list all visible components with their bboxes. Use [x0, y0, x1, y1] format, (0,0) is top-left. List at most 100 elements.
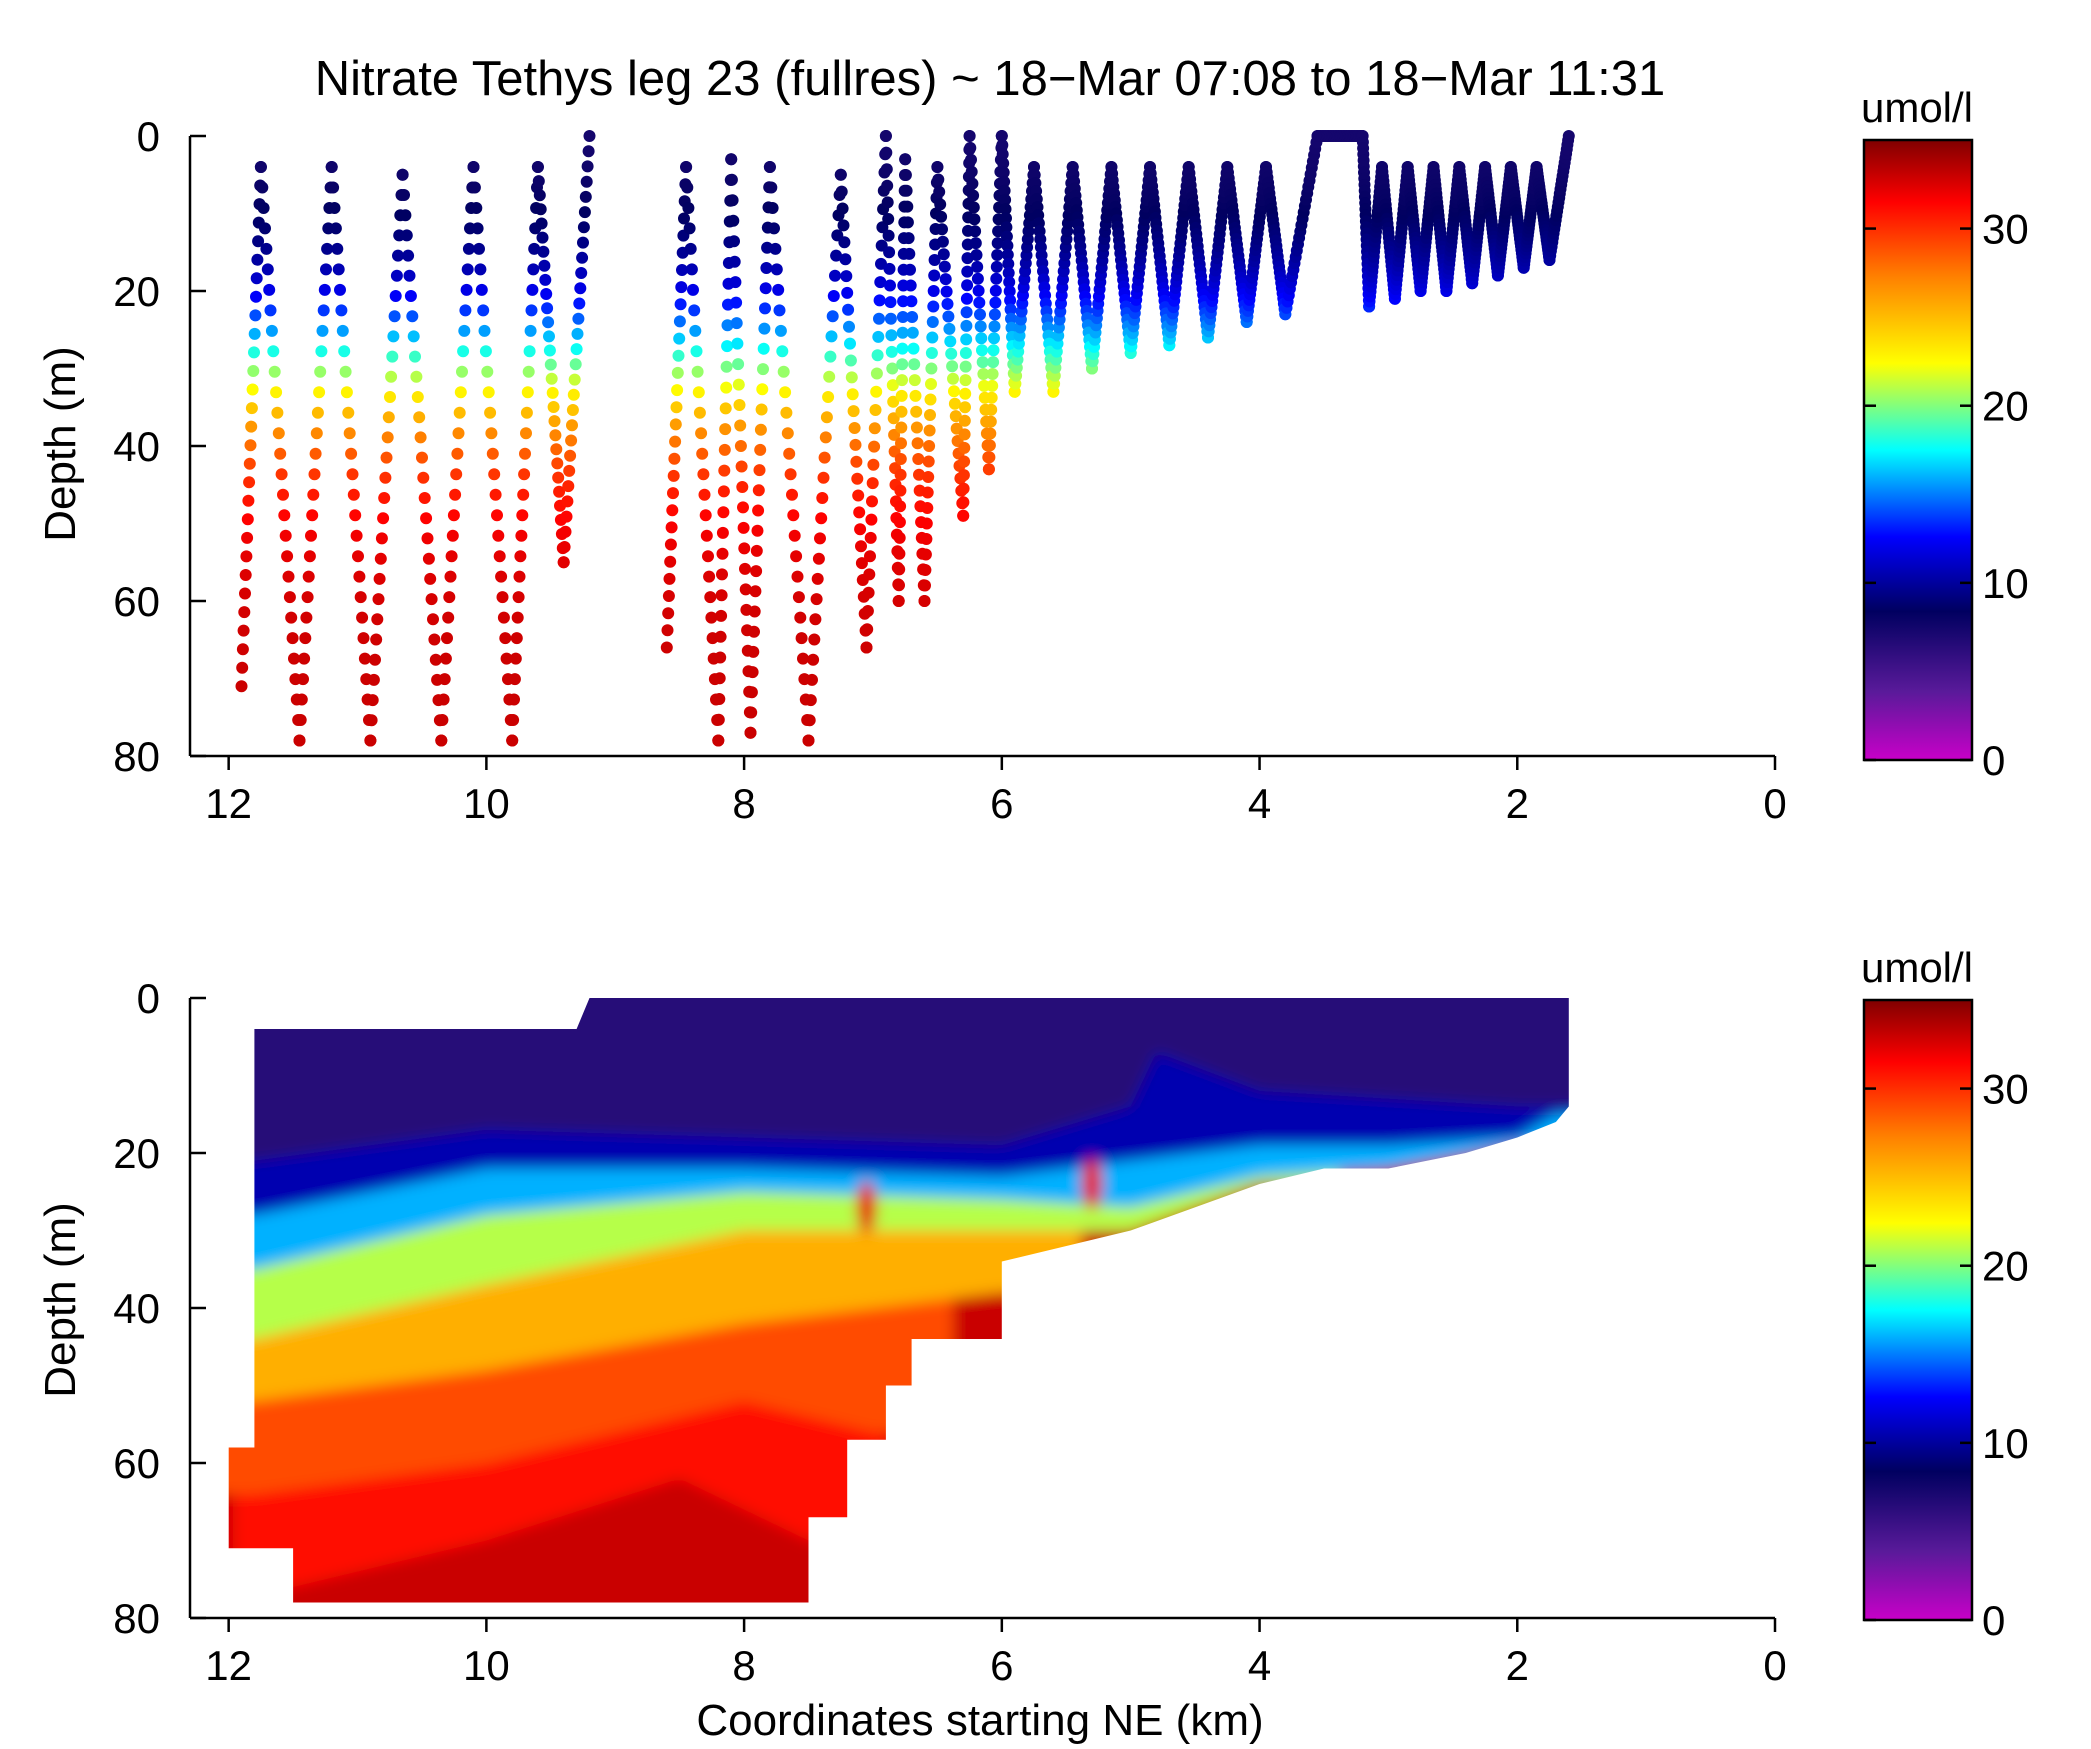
top-scatter-point — [1004, 303, 1017, 316]
top-scatter-point — [908, 358, 921, 371]
top-scatter-point — [531, 161, 544, 173]
top-scatter-point — [520, 427, 532, 440]
top-scatter-point — [411, 391, 424, 403]
top-scatter-point — [922, 471, 935, 483]
top-scatter-point — [791, 570, 804, 583]
top-scatter-point — [457, 345, 470, 358]
top-scatter-point — [705, 611, 718, 624]
bottom-colorbar-label: umol/l — [1861, 944, 1973, 991]
top-scatter-point — [688, 304, 701, 317]
top-scatter-point — [757, 342, 770, 355]
top-scatter-point — [299, 632, 312, 645]
top-scatter-point — [1002, 257, 1015, 270]
top-scatter-point — [477, 304, 490, 317]
top-scatter-point — [886, 379, 899, 392]
top-scatter-point — [544, 358, 557, 371]
top-scatter-point — [572, 312, 585, 325]
top-scatter-point — [259, 222, 271, 235]
top-scatter-point — [866, 495, 878, 508]
top-scatter-point — [714, 651, 727, 664]
top-scatter-point — [849, 438, 862, 451]
top-scatter-point — [926, 316, 939, 328]
top-scatter-point — [926, 331, 939, 344]
top-scatter-point — [965, 153, 977, 166]
top-scatter-point — [732, 358, 745, 371]
top-scatter-point — [436, 714, 449, 726]
top-scatter-point — [369, 653, 381, 666]
top-scatter-point — [841, 286, 854, 299]
top-scatter-point — [957, 469, 970, 482]
top-scatter-point — [844, 354, 857, 367]
top-scatter-point — [264, 304, 277, 317]
top-scatter-point — [730, 317, 743, 330]
top-scatter-point — [919, 548, 932, 561]
top-scatter-point — [797, 652, 809, 665]
top-scatter-point — [257, 202, 270, 214]
top-scatter-point — [758, 322, 771, 335]
top-scatter-point — [763, 161, 776, 173]
top-scatter-point — [922, 455, 935, 468]
top-scatter-point — [974, 320, 987, 333]
top-scatter-point — [959, 360, 972, 373]
top-scatter-point — [860, 641, 873, 654]
top-scatter-point — [745, 706, 758, 719]
top-scatter-point — [489, 488, 502, 501]
top-scatter-point — [437, 693, 450, 706]
top-scatter-point — [918, 595, 931, 607]
top-scatter-point — [668, 452, 681, 465]
top-scatter-point — [357, 632, 370, 645]
top-scatter-point — [548, 415, 561, 428]
top-scatter-point — [781, 427, 794, 440]
top-scatter-point — [1004, 294, 1017, 307]
top-scatter-point — [839, 253, 852, 266]
top-scatter-point — [738, 542, 751, 555]
top-scatter-point — [308, 468, 321, 481]
top-scatter-point — [759, 302, 771, 315]
top-scatter-point — [571, 327, 584, 340]
top-scatter-point — [583, 130, 596, 142]
top-scatter-point — [265, 324, 278, 337]
top-scatter-point — [320, 263, 332, 276]
top-scatter-point — [848, 422, 861, 434]
top-scatter-point — [768, 222, 780, 235]
top-scatter-point — [346, 468, 359, 481]
top-scatter-point — [879, 130, 892, 142]
top-scatter-point — [343, 427, 356, 440]
top-scatter-point — [907, 342, 920, 355]
top-scatter-point — [293, 734, 306, 747]
top-scatter-point — [580, 175, 593, 188]
top-scatter-point — [960, 319, 973, 332]
top-scatter-point — [811, 572, 824, 585]
top-scatter-point — [358, 652, 371, 665]
top-scatter-point — [899, 169, 912, 181]
top-scatter-point — [830, 249, 843, 262]
top-scatter-point — [912, 453, 925, 465]
top-scatter-point — [931, 161, 944, 173]
top-scatter-point — [900, 184, 913, 197]
top-scatter-point — [521, 386, 534, 399]
top-scatter-point — [995, 130, 1008, 142]
top-scatter-point — [923, 440, 936, 452]
top-scatter-point — [735, 460, 748, 473]
top-scatter-point — [404, 290, 417, 302]
top-scatter-point — [513, 570, 526, 583]
top-scatter-point — [1003, 276, 1016, 289]
top-scatter-point — [937, 248, 950, 261]
top-colorbar-tick-label: 0 — [1982, 737, 2005, 784]
top-scatter-point — [855, 557, 868, 570]
top-scatter-point — [687, 283, 699, 296]
top-scatter-point — [923, 424, 936, 437]
top-scatter-point — [447, 509, 460, 522]
top-scatter-point — [528, 242, 541, 255]
top-scatter-point — [928, 269, 941, 282]
top-scatter-point — [307, 488, 320, 501]
top-scatter-point — [261, 263, 274, 276]
top-scatter-point — [247, 365, 260, 377]
top-scatter-point — [748, 605, 761, 618]
top-scatter-point — [826, 310, 839, 323]
top-y-tick-label: 20 — [113, 268, 160, 315]
top-y-tick-label: 80 — [113, 733, 160, 780]
top-scatter-point — [662, 590, 675, 602]
top-scatter-point — [977, 368, 990, 380]
top-scatter-point — [1000, 212, 1012, 225]
